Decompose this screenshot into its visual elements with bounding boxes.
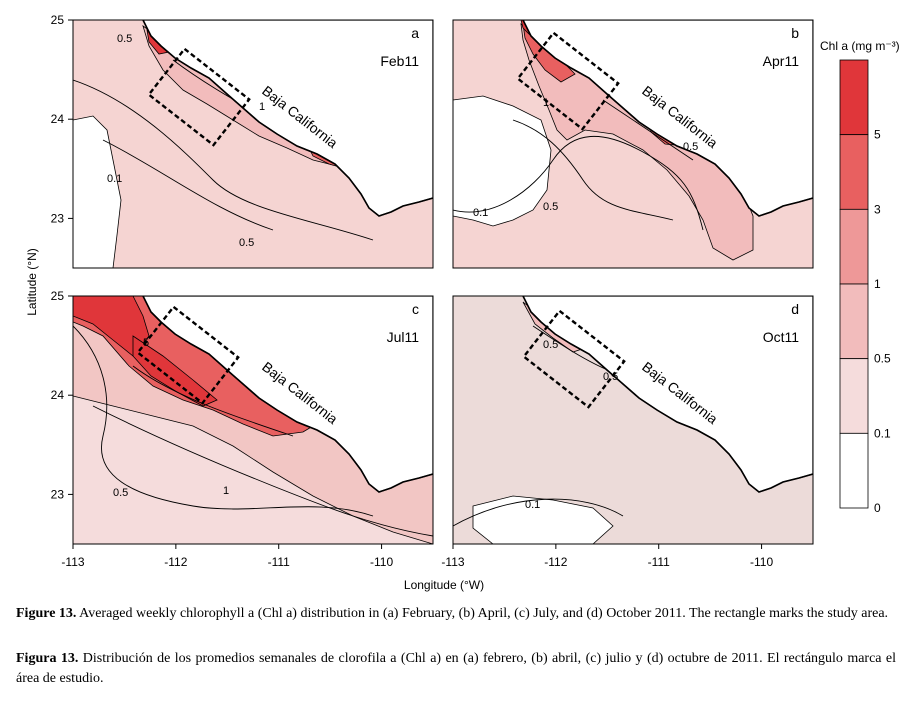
x-tick-label: -113 [61,555,84,569]
x-tick-label: -110 [750,555,773,569]
panel-d-contour-label-0: 0.5 [543,339,558,351]
panel-b-contour-1 [512,119,674,221]
y-tick-label-top: 25 [51,13,65,27]
y-axis-label: Latitude (°N) [25,248,39,316]
panel-a-month-label: Feb11 [380,53,419,69]
panel-a-letter: a [411,25,419,41]
panel-a-contour-label-2: 0.1 [107,173,122,185]
panel-c-contour-1 [92,405,433,537]
panel-c-contour-label-1: 1 [223,485,229,497]
caption-en-text: Averaged weekly chlorophyll a (Chl a) di… [79,606,889,621]
panel-c-study-area [136,305,240,405]
panel-a-contour-label-0: 0.5 [117,33,132,45]
colorbar-segment [839,432,869,509]
panel-a-contour-0 [73,79,374,241]
colorbar-segment [839,283,869,360]
colorbar-level-label: 0.1 [874,426,891,440]
panel-b-month-label: Apr11 [763,53,800,69]
y-tick-label-bottom: 25 [51,289,65,303]
panel-c-contour-0 [73,325,374,517]
x-tick-label: -112 [164,555,187,569]
x-tick-label: -112 [544,555,567,569]
colorbar-segment [839,208,869,285]
panel-b-contour-label-0: 1 [543,97,549,109]
colorbar-segment [839,134,869,210]
panel-d-study-area [522,309,626,409]
panel-c-chl-patch-3 [73,395,433,544]
panel-b-contour-0 [453,135,704,231]
caption-en-label: Figure 13. [16,606,77,621]
colorbar-title: Chl a (mg m⁻³) [820,39,900,53]
colorbar-level-label: 1 [874,277,881,291]
panel-a-frame [72,19,434,269]
panel-a-contour-label-3: 0.5 [239,237,254,249]
panel-d-contour-label-2: 0.1 [525,499,540,511]
figure-caption-english: Figure 13. Averaged weekly chlorophyll a… [16,604,896,624]
colorbar-segment [839,358,869,434]
x-tick-label: -110 [370,555,393,569]
panel-c-contour-label-0: 5 [143,337,149,349]
panel-b-frame [452,19,814,269]
panel-d-chl-patch-0 [472,495,614,544]
y-tick-label-top: 24 [51,112,65,126]
figure-caption-spanish: Figura 13. Distribución de los promedios… [16,649,896,689]
panel-c-month-label: Jul11 [387,329,420,345]
panel-d-coastline [522,296,813,493]
x-tick-label: -111 [648,555,671,569]
y-tick-label-bottom: 23 [51,487,65,501]
caption-es-text: Distribución de los promedios semanales … [16,651,897,686]
colorbar-level-label: 5 [874,128,881,142]
x-axis-label: Longitude (°W) [404,578,484,592]
caption-es-label: Figura 13. [16,651,79,666]
panel-c-frame [72,295,434,545]
panel-b-coastline [522,20,813,217]
panel-a-contour-label-1: 1 [259,101,265,113]
panel-c-contour-2 [132,365,294,437]
colorbar-level-label: 0.5 [874,352,891,366]
colorbar-segment [839,59,869,136]
panel-c-coastline [142,296,433,493]
panel-d-month-label: Oct11 [763,329,800,345]
panel-b-contour-label-3: 0.5 [543,201,558,213]
y-tick-label-top: 23 [51,211,65,225]
panel-b-contour-2 [602,99,694,161]
panel-c-letter: c [412,301,419,317]
panel-d-letter: d [791,301,799,317]
panel-c-contour-label-2: 0.5 [113,487,128,499]
panel-a-contour-1 [102,139,274,231]
panel-b-chl-patch-0 [453,95,552,227]
x-tick-label: -113 [441,555,464,569]
panel-a-chl-patch-0 [73,115,122,268]
panel-d-frame [452,295,814,545]
panel-b-contour-label-2: 0.1 [473,207,488,219]
panel-c-chl-patch-2 [132,335,218,407]
colorbar-level-label: 3 [874,202,881,216]
y-tick-label-bottom: 24 [51,388,65,402]
panel-b-contour-label-1: 0.5 [683,141,698,153]
x-tick-label: -111 [268,555,291,569]
panel-b-letter: b [791,25,799,41]
panel-d-contour-0 [453,498,624,527]
panel-d-contour-label-1: 0.5 [603,371,618,383]
colorbar-level-label: 0 [874,501,881,515]
panel-a-coastline [142,20,433,217]
